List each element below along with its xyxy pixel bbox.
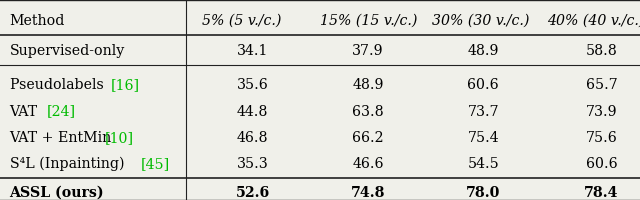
Text: 65.7: 65.7 <box>586 78 618 92</box>
Text: S⁴L (Inpainting): S⁴L (Inpainting) <box>10 156 129 170</box>
Text: 46.6: 46.6 <box>352 156 384 170</box>
Text: Pseudolabels: Pseudolabels <box>10 78 108 92</box>
Text: [45]: [45] <box>141 156 170 170</box>
Text: 37.9: 37.9 <box>352 44 384 58</box>
Text: [10]: [10] <box>104 130 134 144</box>
Text: 73.9: 73.9 <box>586 104 618 118</box>
Text: 54.5: 54.5 <box>467 156 499 170</box>
Text: VAT: VAT <box>10 104 42 118</box>
Text: 74.8: 74.8 <box>351 185 385 199</box>
Text: 48.9: 48.9 <box>467 44 499 58</box>
Text: 15% (15 v./c.): 15% (15 v./c.) <box>320 14 417 28</box>
Text: [24]: [24] <box>47 104 76 118</box>
Text: 46.8: 46.8 <box>237 130 269 144</box>
Text: 60.6: 60.6 <box>467 78 499 92</box>
Text: 5% (5 v./c.): 5% (5 v./c.) <box>202 14 281 28</box>
Text: 63.8: 63.8 <box>352 104 384 118</box>
Text: 44.8: 44.8 <box>237 104 269 118</box>
Text: ASSL (ours): ASSL (ours) <box>10 185 104 199</box>
Text: 60.6: 60.6 <box>586 156 618 170</box>
Text: 75.6: 75.6 <box>586 130 618 144</box>
Text: 35.6: 35.6 <box>237 78 269 92</box>
Text: 35.3: 35.3 <box>237 156 269 170</box>
Text: 30% (30 v./c.): 30% (30 v./c.) <box>432 14 529 28</box>
Text: 58.8: 58.8 <box>586 44 618 58</box>
Text: VAT + EntMin: VAT + EntMin <box>10 130 116 144</box>
Text: 73.7: 73.7 <box>467 104 499 118</box>
Text: 48.9: 48.9 <box>352 78 384 92</box>
Text: Method: Method <box>10 14 65 28</box>
Text: 78.0: 78.0 <box>466 185 500 199</box>
Text: 78.4: 78.4 <box>584 185 619 199</box>
Text: 52.6: 52.6 <box>236 185 270 199</box>
Text: Supervised-only: Supervised-only <box>10 44 125 58</box>
Text: [16]: [16] <box>111 78 140 92</box>
Text: 40% (40 v./c.): 40% (40 v./c.) <box>547 14 640 28</box>
Text: 75.4: 75.4 <box>467 130 499 144</box>
Text: 34.1: 34.1 <box>237 44 269 58</box>
Text: 66.2: 66.2 <box>352 130 384 144</box>
